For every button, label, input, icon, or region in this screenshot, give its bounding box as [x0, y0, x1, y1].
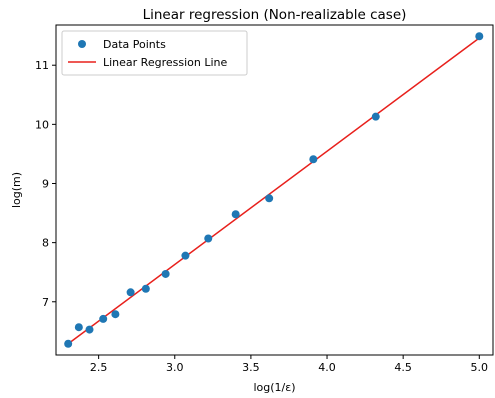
x-tick-label: 3.0: [166, 361, 184, 374]
legend-label-data-points: Data Points: [103, 38, 166, 51]
legend-marker-data-points: [78, 40, 86, 48]
y-axis: 7 8 9 10 11: [35, 59, 56, 309]
data-point: [64, 339, 73, 348]
y-tick-label: 11: [35, 59, 49, 72]
x-axis-label: log(1/ε): [253, 381, 295, 394]
x-axis: 2.5 3.0 3.5 4.0 4.5 5.0: [90, 355, 488, 374]
data-point: [111, 310, 120, 319]
data-point: [85, 325, 94, 334]
y-tick-label: 9: [42, 177, 49, 190]
data-point: [265, 194, 274, 203]
x-tick-label: 2.5: [90, 361, 108, 374]
plot-frame: [55, 24, 494, 356]
data-point: [126, 288, 135, 297]
data-point: [309, 155, 318, 164]
chart-title: Linear regression (Non-realizable case): [143, 7, 407, 23]
data-point: [204, 234, 213, 243]
plot-area: [64, 32, 484, 348]
data-point: [475, 32, 484, 41]
data-point: [99, 314, 108, 323]
x-tick-label: 5.0: [471, 361, 489, 374]
y-tick-label: 10: [35, 118, 49, 131]
x-tick-label: 4.0: [318, 361, 336, 374]
data-point: [371, 112, 380, 121]
y-tick-label: 7: [42, 296, 49, 309]
data-point: [181, 251, 190, 260]
legend-label-regression-line: Linear Regression Line: [103, 56, 228, 69]
data-point: [74, 323, 83, 332]
y-axis-label: log(m): [10, 172, 23, 208]
x-tick-label: 3.5: [242, 361, 260, 374]
legend-box: [61, 30, 248, 76]
regression-line: [67, 37, 480, 345]
y-tick-label: 8: [42, 237, 49, 250]
x-tick-label: 4.5: [394, 361, 412, 374]
data-point: [141, 284, 150, 293]
legend: Data Points Linear Regression Line: [61, 30, 248, 76]
data-point: [231, 210, 240, 219]
data-point: [161, 269, 170, 278]
